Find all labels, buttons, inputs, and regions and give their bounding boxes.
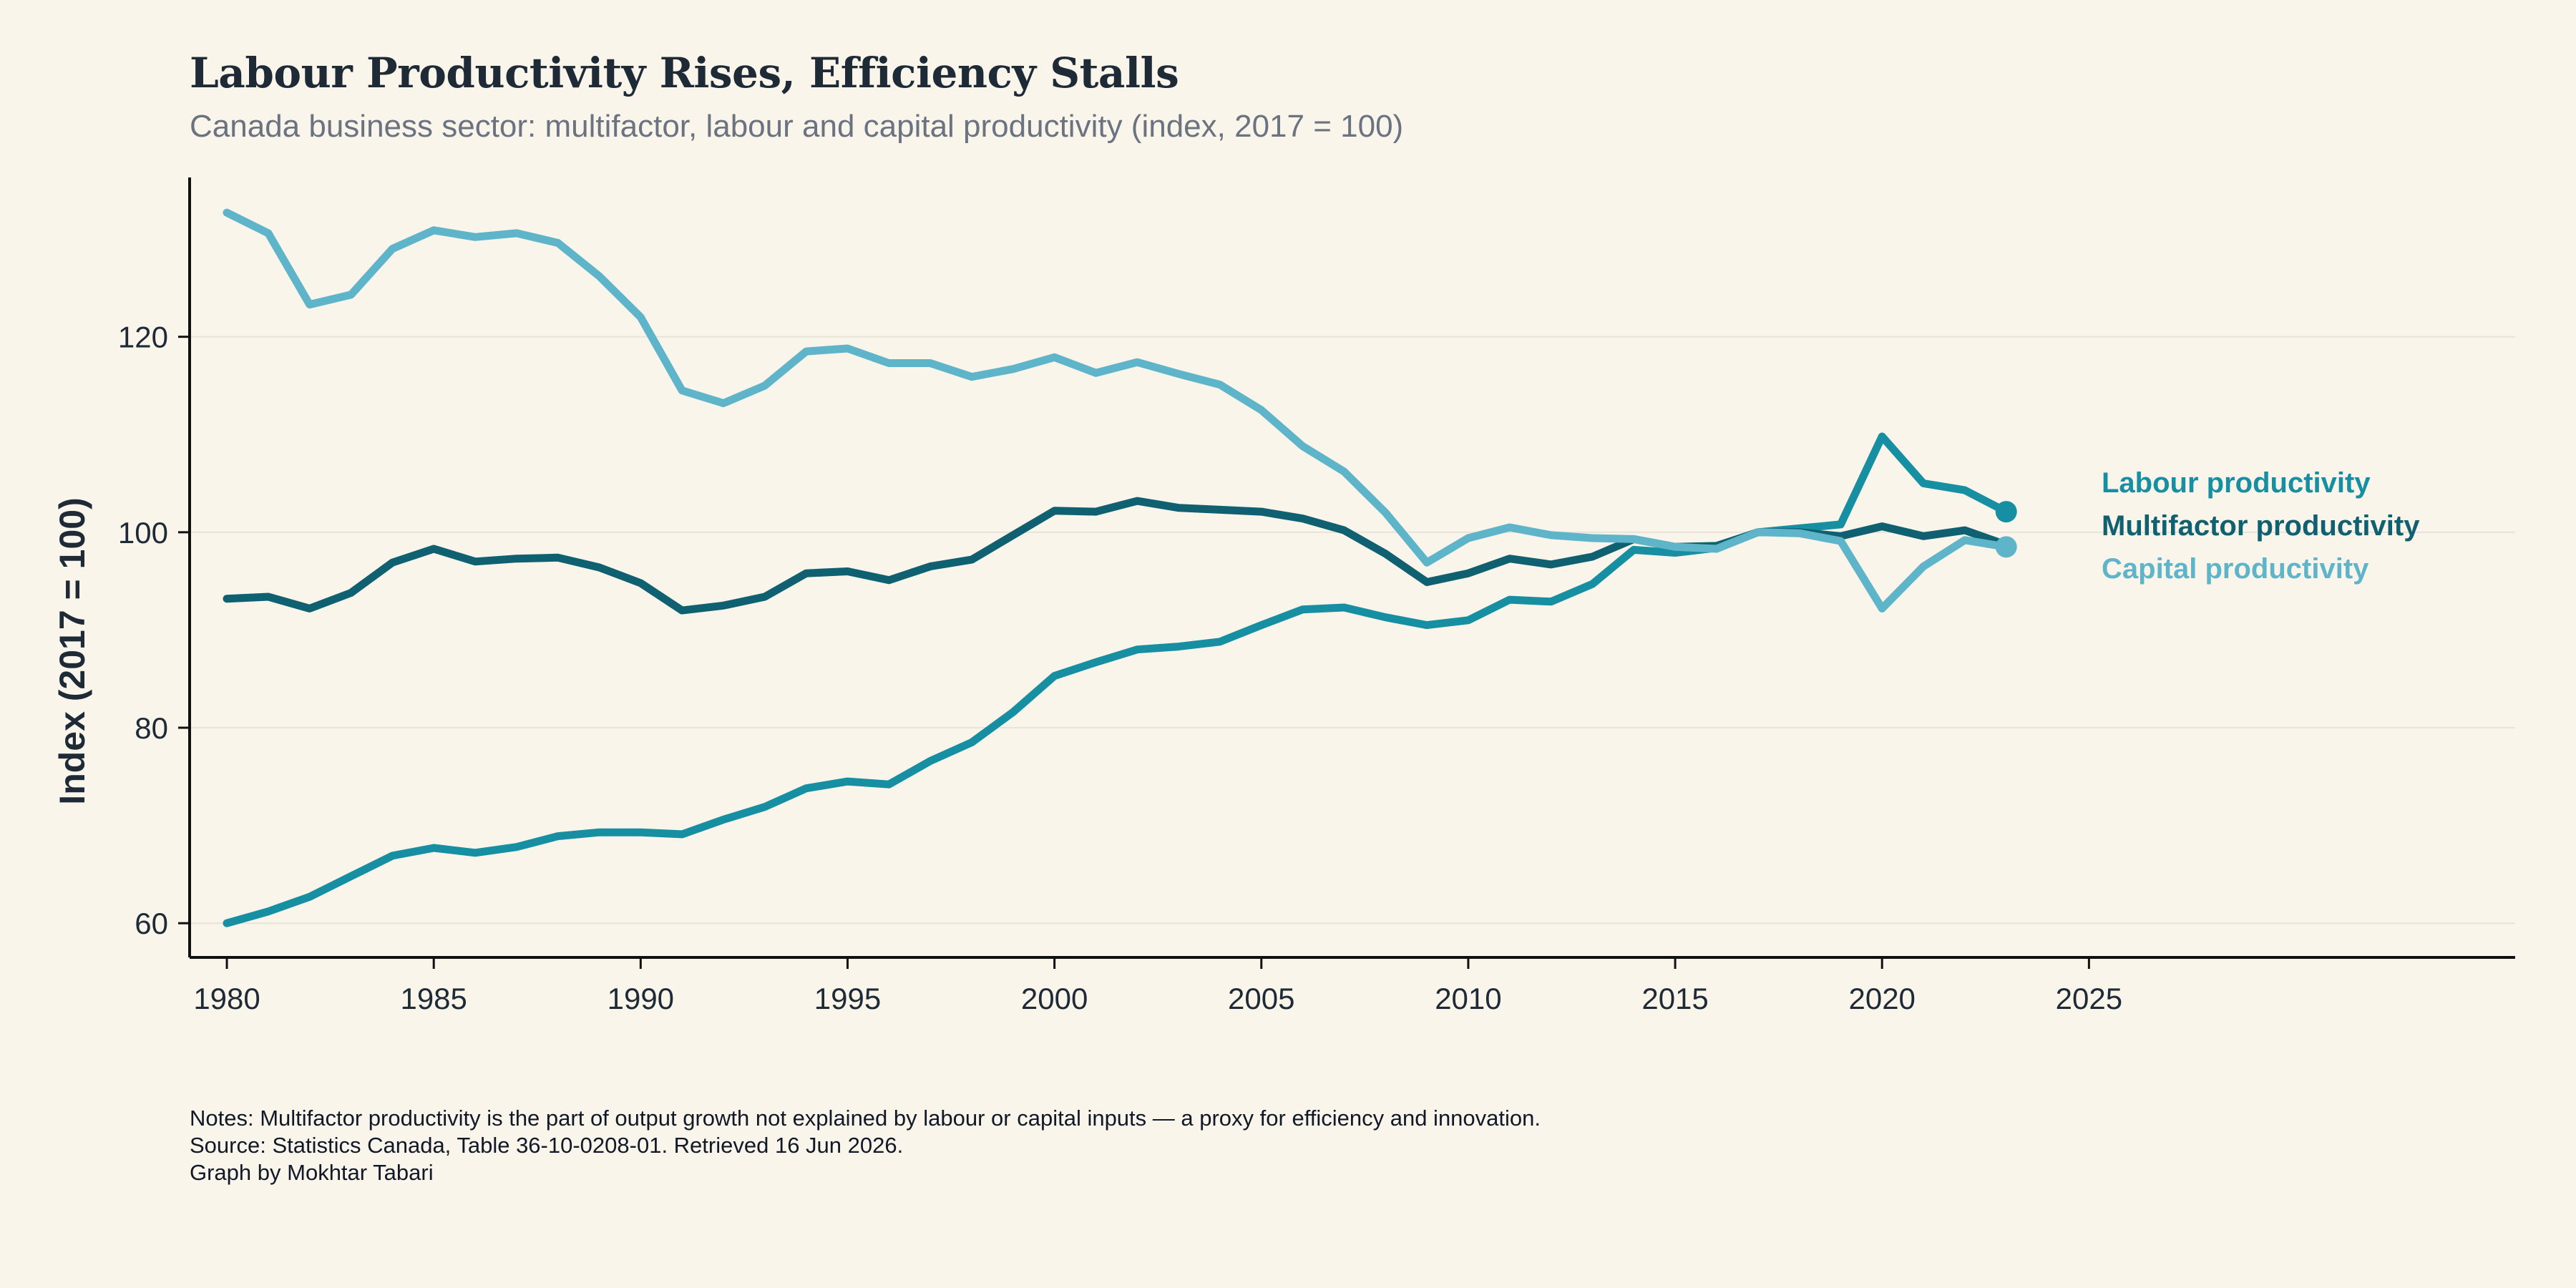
tick-labels: 60 80 100 120 1980 1985 1990 1995 2000 2005 2010 20… [118,321,2122,1015]
credit-text: Graph by Mokhtar Tabari [190,1160,434,1185]
chart-subtitle: Canada business sector: multifactor, lab… [190,109,1404,144]
y-tick-label: 60 [135,907,168,940]
x-tick-label: 1990 [608,982,674,1015]
series-lines [223,208,2017,927]
x-tick-label: 2010 [1435,982,1501,1015]
y-axis-label: Index (2017 = 100) [52,497,92,804]
series-labels: Labour productivity Multifactor productiv… [2102,467,2420,585]
x-tick-label: 2000 [1021,982,1088,1015]
y-tick-label: 120 [118,321,168,354]
notes-text: Notes: Multifactor productivity is the p… [190,1106,1541,1131]
series-label-labour: Labour productivity [2102,467,2371,499]
series-line-capital [223,208,2011,613]
x-tick-label: 2020 [1848,982,1915,1015]
axes [178,177,2515,969]
end-point-labour [1995,501,2017,523]
series-line-multifactor [223,497,2011,615]
x-tick-label: 1980 [193,982,260,1015]
series-label-multifactor: Multifactor productivity [2102,510,2420,542]
x-tick-label: 1995 [814,982,881,1015]
y-tick-label: 80 [135,711,168,745]
x-tick-label: 1985 [400,982,467,1015]
x-tick-label: 2025 [2056,982,2122,1015]
source-text: Source: Statistics Canada, Table 36-10-0… [190,1133,904,1158]
x-tick-label: 2015 [1641,982,1708,1015]
gridlines [190,336,2515,924]
footer-notes: Notes: Multifactor productivity is the p… [190,1105,1541,1186]
x-tick-label: 2005 [1228,982,1294,1015]
chart-title: Labour Productivity Rises, Efficiency St… [190,49,1179,97]
end-point-capital [1995,536,2017,558]
series-label-capital: Capital productivity [2102,553,2369,585]
y-tick-label: 100 [118,516,168,550]
